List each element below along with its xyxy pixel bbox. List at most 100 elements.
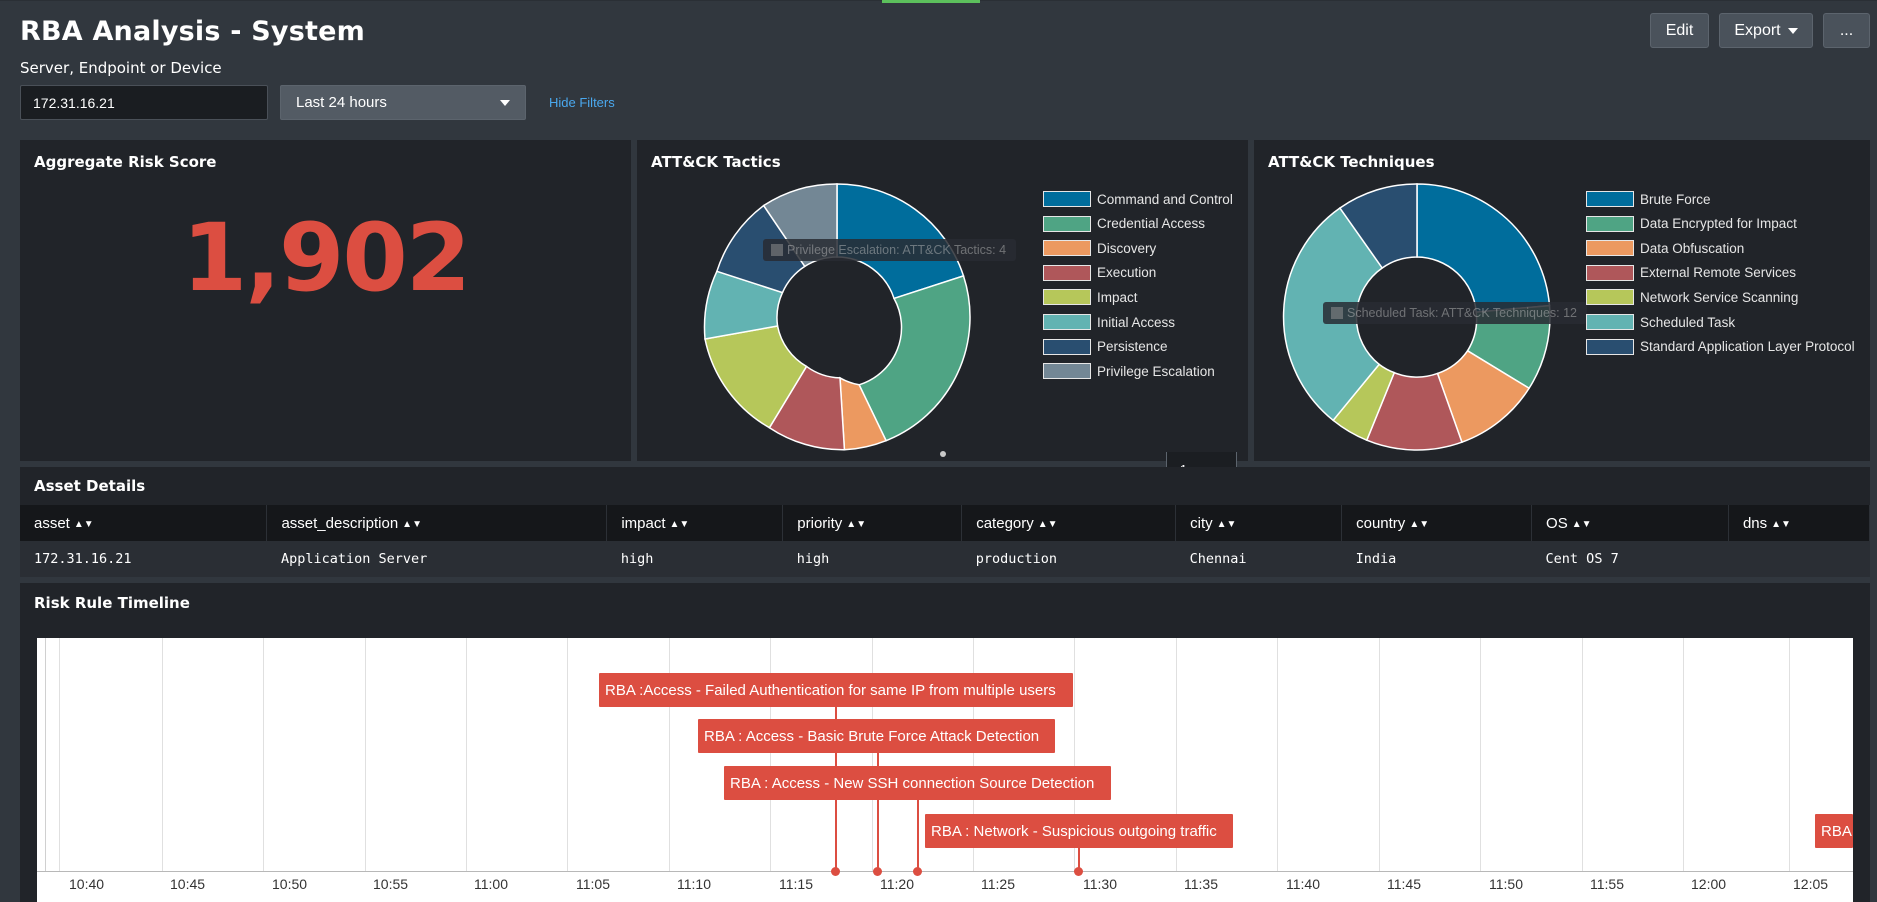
cell-dns [1728,541,1870,577]
axis-tick-label: 11:00 [474,876,508,892]
event-marker[interactable] [1074,867,1083,876]
grid-line [466,638,467,871]
timeline-chart: 10:40 10:45 10:50 10:55 11:00 11:05 11:1… [37,638,1853,902]
column-header-label: impact [621,514,666,532]
legend-label: Initial Access [1097,314,1176,330]
column-header-label: dns [1742,514,1768,532]
sort-icon: ▲▼ [1771,518,1791,530]
export-button[interactable]: Export [1719,13,1813,48]
legend-item[interactable]: Privilege Escalation [1043,361,1215,381]
grid-line [263,638,264,871]
panel-dot-indicator [940,451,946,457]
donut-slice-standard-application-layer-protocol[interactable] [1338,183,1418,270]
column-header-label: asset_description [281,514,399,532]
legend-swatch [1043,314,1091,330]
table-row[interactable]: 172.31.16.21 Application Server high hig… [20,541,1870,577]
axis-tick-label: 11:05 [576,876,610,892]
timeline-event-rba[interactable]: RBA [1815,814,1853,848]
axis-tick-label: 11:15 [779,876,813,892]
column-header-os[interactable]: OS ▲▼ [1531,505,1729,541]
edit-button[interactable]: Edit [1650,13,1709,48]
grid-line [1582,638,1583,871]
loading-indicator [882,0,980,3]
legend-item[interactable]: Data Encrypted for Impact [1586,214,1797,234]
legend-item[interactable]: Brute Force [1586,189,1711,209]
column-header-category[interactable]: category ▲▼ [961,505,1177,541]
legend-label: Discovery [1097,240,1157,256]
legend-item[interactable]: External Remote Services [1586,263,1796,283]
timeline-event-suspicious-outgoing-traffic[interactable]: RBA : Network - Suspicious outgoing traf… [925,814,1233,848]
chart-tooltip: Scheduled Task: ATT&CK Techniques: 12 [1323,302,1587,324]
legend-swatch [1586,191,1634,207]
panel-title: Asset Details [34,477,146,495]
event-marker[interactable] [831,867,840,876]
legend-item[interactable]: Discovery [1043,238,1156,258]
legend-label: Standard Application Layer Protocol [1640,339,1855,355]
column-header-impact[interactable]: impact ▲▼ [606,505,784,541]
event-marker[interactable] [913,867,922,876]
legend-item[interactable]: Credential Access [1043,214,1205,234]
legend-swatch [1043,363,1091,380]
tooltip-text: Privilege Escalation: ATT&CK Tactics: 4 [787,243,1007,257]
legend-item[interactable]: Standard Application Layer Protocol [1586,337,1855,357]
column-header-asset-description[interactable]: asset_description ▲▼ [266,505,608,541]
grid-line [1379,638,1380,871]
legend-swatch [1043,240,1091,257]
tooltip-swatch [1331,307,1343,319]
legend-item[interactable]: Initial Access [1043,312,1175,332]
axis-tick-label: 10:50 [272,876,308,892]
time-range-picker[interactable]: Last 24 hours [280,85,526,120]
legend-item[interactable]: Scheduled Task [1586,312,1735,332]
legend-swatch [1586,215,1634,232]
legend-item[interactable]: Execution [1043,263,1156,283]
timeline-event-new-ssh-connection[interactable]: RBA : Access - New SSH connection Source… [724,766,1111,800]
legend-item[interactable]: Command and Control [1043,189,1233,209]
column-header-asset[interactable]: asset ▲▼ [20,505,268,541]
panel-title: Risk Rule Timeline [34,594,190,612]
event-marker[interactable] [873,867,882,876]
grid-line [973,638,974,871]
column-header-priority[interactable]: priority ▲▼ [782,505,963,541]
column-header-dns[interactable]: dns ▲▼ [1728,505,1871,541]
legend-label: Privilege Escalation [1097,363,1215,379]
donut-slice-brute-force[interactable] [1416,183,1551,313]
axis-tick-label: 11:30 [1083,876,1117,892]
grid-line [365,638,366,871]
legend-item[interactable]: Persistence [1043,337,1168,357]
legend-swatch [1043,264,1091,281]
tooltip-swatch [771,244,783,256]
grid-line [567,638,568,871]
legend-swatch [1586,289,1634,306]
column-header-city[interactable]: city ▲▼ [1175,505,1343,541]
sort-icon: ▲▼ [1037,518,1058,530]
axis-tick-label: 11:45 [1387,876,1421,892]
legend-swatch [1043,191,1091,207]
legend-label: Brute Force [1640,191,1711,207]
axis-tick-label: 11:10 [677,876,711,892]
grid-line [1176,638,1177,871]
timeline-event-failed-authentication[interactable]: RBA :Access - Failed Authentication for … [599,673,1073,707]
legend-item[interactable]: Impact [1043,287,1138,307]
risk-score-value: 1,902 [181,204,471,313]
column-header-label: category [976,514,1034,532]
timeline-axis [37,871,1853,872]
caret-down-icon [500,99,510,106]
grid-line [1789,638,1790,871]
sort-icon: ▲▼ [1216,518,1237,530]
hide-filters-link[interactable]: Hide Filters [549,95,615,110]
axis-tick-label: 11:50 [1489,876,1523,892]
cell-priority: high [782,541,962,577]
legend-item[interactable]: Data Obfuscation [1586,238,1744,258]
cell-asset: 172.31.16.21 [20,541,267,577]
donut-slice-credential-access[interactable] [858,274,971,442]
column-header-country[interactable]: country ▲▼ [1341,505,1533,541]
risk-score-panel: Aggregate Risk Score 1,902 [20,140,631,461]
tooltip-text: Scheduled Task: ATT&CK Techniques: 12 [1347,306,1577,320]
grid-line [872,638,873,871]
asset-input[interactable]: 172.31.16.21 [20,85,268,120]
legend-item[interactable]: Network Service Scanning [1586,287,1798,307]
cell-asset-description: Application Server [266,541,607,577]
more-actions-button[interactable]: ... [1823,13,1870,48]
axis-tick-label: 10:55 [373,876,409,892]
timeline-event-brute-force[interactable]: RBA : Access - Basic Brute Force Attack … [698,719,1055,753]
